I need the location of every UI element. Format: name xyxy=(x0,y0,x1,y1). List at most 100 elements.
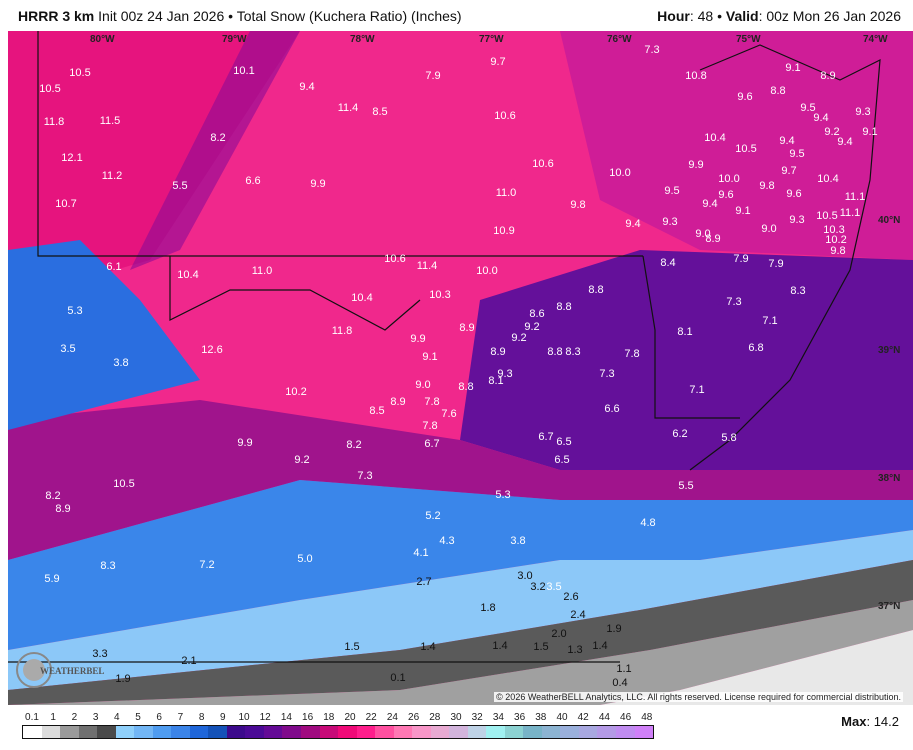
colorbar-tick-label: 44 xyxy=(598,712,610,723)
colorbar-tick-label: 22 xyxy=(365,712,377,723)
colorbar-swatch xyxy=(449,726,468,738)
snow-amount-label: 8.3 xyxy=(565,346,580,358)
latitude-labels: 40°N 39°N 38°N 37°N xyxy=(878,215,900,612)
colorbar-tick-label: 46 xyxy=(620,712,632,723)
colorbar-swatch xyxy=(189,726,209,738)
longitude-label: 76°W xyxy=(607,34,632,45)
colorbar-swatch xyxy=(356,726,376,738)
snow-amount-label: 4.8 xyxy=(640,517,655,529)
colorbar-tick-label: 30 xyxy=(450,712,462,723)
snow-amount-label: 9.0 xyxy=(695,228,710,240)
colorbar-tick-label: 16 xyxy=(302,712,314,723)
colorbar-swatch xyxy=(486,726,505,738)
snow-amount-label: 11.0 xyxy=(252,265,273,277)
colorbar-tick-label: 36 xyxy=(514,712,526,723)
snow-amount-label: 9.5 xyxy=(664,185,679,197)
colorbar-tick-label: 7 xyxy=(177,712,184,723)
snow-amount-label: 9.4 xyxy=(299,81,314,93)
colorbar-swatch xyxy=(375,726,394,738)
snow-amount-label: 12.1 xyxy=(61,152,82,164)
snow-field-blue-west xyxy=(8,240,200,430)
snow-field-gray xyxy=(8,600,913,705)
snow-amount-label: 6.8 xyxy=(748,342,763,354)
snow-amount-label: 4.3 xyxy=(439,535,454,547)
snow-amount-label: 11.4 xyxy=(338,102,359,114)
snow-amount-label: 1.3 xyxy=(567,644,582,656)
colorbar-swatch xyxy=(60,726,79,738)
snow-amount-label: 8.9 xyxy=(490,346,505,358)
snow-amount-label: 10.5 xyxy=(39,83,60,95)
snow-amount-label: 3.8 xyxy=(510,535,525,547)
snow-amount-label: 9.7 xyxy=(781,165,796,177)
snow-amount-label: 8.2 xyxy=(346,439,361,451)
snow-amount-label: 7.3 xyxy=(357,470,372,482)
max-number: : 14.2 xyxy=(866,714,899,729)
colorbar-swatch xyxy=(578,726,598,738)
snow-amount-label: 9.4 xyxy=(625,218,640,230)
snow-amount-label: 10.2 xyxy=(825,234,846,246)
snow-amount-label: 7.1 xyxy=(762,315,777,327)
colorbar-swatch xyxy=(134,726,153,738)
snow-amount-label: 7.3 xyxy=(599,368,614,380)
colorbar-swatch xyxy=(245,726,264,738)
colorbar-tick-label: 9 xyxy=(220,712,226,723)
snow-amount-label: 8.6 xyxy=(529,308,544,320)
snow-amount-label: 9.0 xyxy=(415,379,430,391)
colorbar-tick-label: 38 xyxy=(535,712,547,723)
snow-amount-label: 9.7 xyxy=(490,56,505,68)
colorbar-tick-label: 1 xyxy=(50,712,56,723)
snow-amount-label: 9.4 xyxy=(813,112,828,124)
snow-band-purple xyxy=(130,31,300,270)
snow-amount-label: 1.5 xyxy=(344,641,359,653)
snow-amount-label: 7.8 xyxy=(424,396,439,408)
max-label: Max xyxy=(841,714,867,729)
init-time: Init 00z 24 Jan 2026 xyxy=(98,8,225,24)
snow-amount-label: 9.2 xyxy=(511,332,526,344)
state-borders xyxy=(8,31,881,663)
snow-amount-label: 9.8 xyxy=(570,199,585,211)
snow-amount-label: 9.4 xyxy=(779,135,794,147)
snow-amount-label: 10.8 xyxy=(685,70,706,82)
latitude-label: 39°N xyxy=(878,345,900,356)
snow-amount-label: 11.5 xyxy=(100,115,121,127)
snow-amount-label: 9.2 xyxy=(524,321,539,333)
snow-amount-label: 1.9 xyxy=(606,623,621,635)
snow-amount-label: 8.3 xyxy=(790,285,805,297)
snow-amount-label: 10.9 xyxy=(493,225,514,237)
snow-amount-label: 3.3 xyxy=(92,648,107,660)
valid-time: Hour: 48 • Valid: 00z Mon 26 Jan 2026 xyxy=(657,8,901,24)
latitude-label: 37°N xyxy=(878,601,900,612)
delaware-border xyxy=(642,255,740,419)
snow-amount-label: 7.3 xyxy=(726,296,741,308)
snow-amount-label: 9.9 xyxy=(237,437,252,449)
product-name: Total Snow (Kuchera Ratio) (Inches) xyxy=(236,8,462,24)
latitude-label: 38°N xyxy=(878,473,900,484)
snow-amount-label: 8.8 xyxy=(556,301,571,313)
snow-amount-label: 9.9 xyxy=(688,159,703,171)
snow-amount-label: 7.3 xyxy=(644,44,659,56)
colorbar-swatch xyxy=(115,726,135,738)
colorbar-swatch xyxy=(412,726,431,738)
colorbar-tick-label: 5 xyxy=(135,712,141,723)
snow-amount-label: 10.5 xyxy=(69,67,90,79)
snow-amount-label: 9.0 xyxy=(761,223,776,235)
longitude-label: 78°W xyxy=(350,34,375,45)
colorbar-swatch xyxy=(41,726,61,738)
latitude-label: 40°N xyxy=(878,215,900,226)
snow-amount-label: 6.5 xyxy=(554,454,569,466)
snow-amount-label: 1.4 xyxy=(592,640,607,652)
colorbar-strip xyxy=(22,725,654,739)
snow-amount-label: 0.4 xyxy=(612,677,627,689)
snow-amount-label: 9.1 xyxy=(785,62,800,74)
snow-amount-label: 2.1 xyxy=(181,655,196,667)
colorbar-swatch xyxy=(467,726,487,738)
snow-amount-label: 8.8 xyxy=(547,346,562,358)
snow-amount-label: 7.8 xyxy=(624,348,639,360)
colorbar-tick-label: 28 xyxy=(429,712,441,723)
snow-amount-label: 10.1 xyxy=(233,65,254,77)
colorbar-swatch xyxy=(226,726,246,738)
snow-amount-label: 11.4 xyxy=(417,260,438,272)
snow-amount-label: 9.5 xyxy=(789,148,804,160)
snow-amount-label: 1.4 xyxy=(492,640,507,652)
snow-amount-label: 9.3 xyxy=(855,106,870,118)
